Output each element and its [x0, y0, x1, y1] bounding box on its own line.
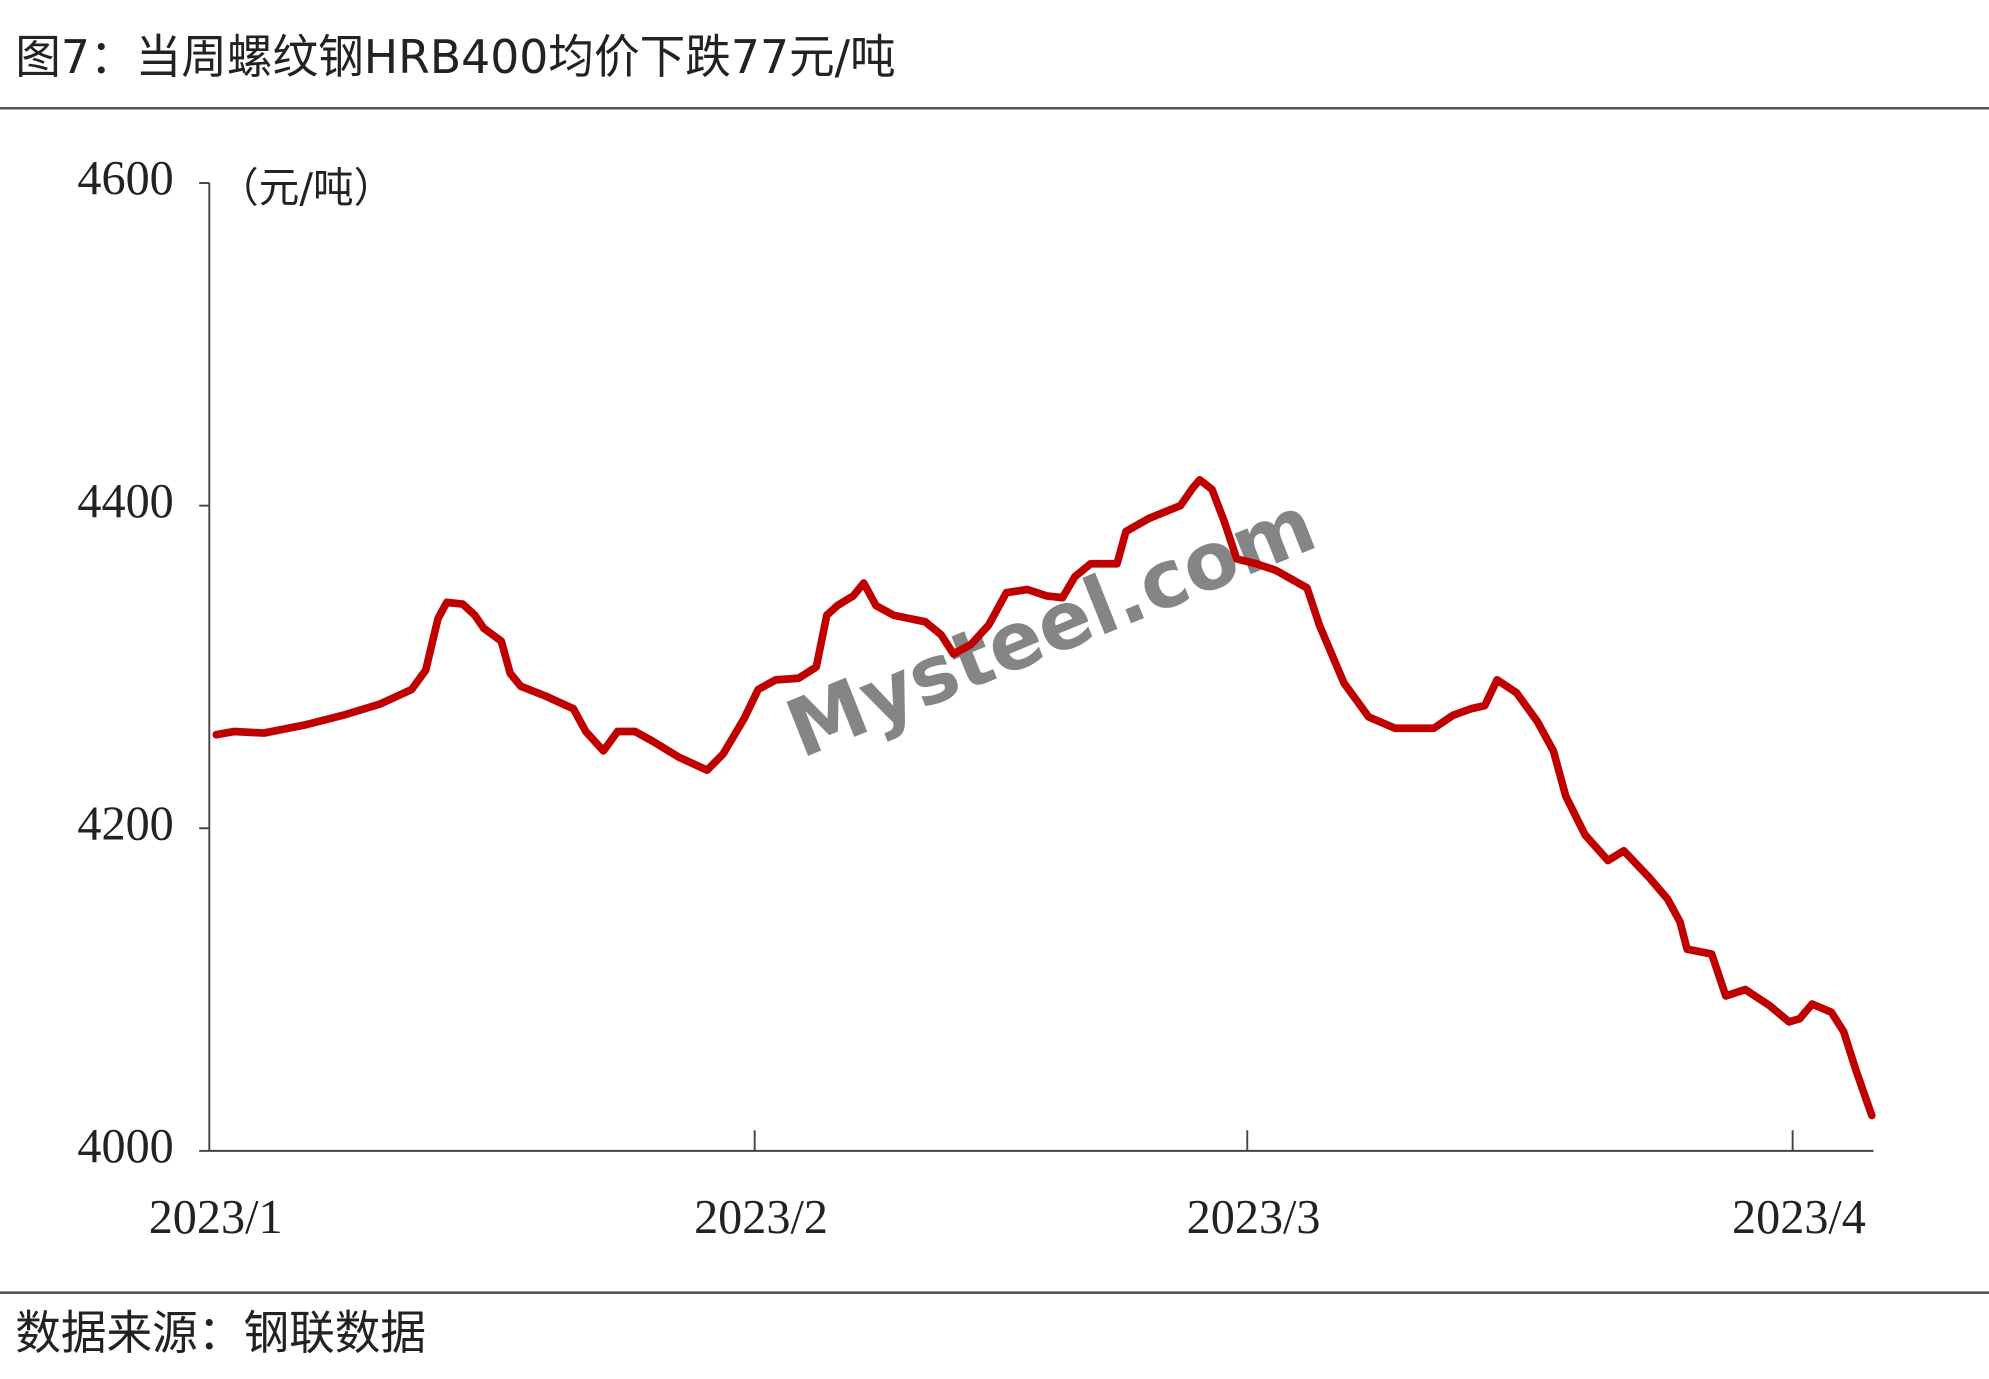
x-tick-label: 2023/1 — [149, 1190, 283, 1244]
y-tick-label: 4200 — [77, 796, 173, 850]
x-tick-label: 2023/2 — [694, 1190, 828, 1244]
y-tick-label: 4400 — [77, 474, 173, 528]
x-tick-label: 2023/3 — [1187, 1190, 1321, 1244]
source-note: 数据来源：钢联数据 — [15, 1306, 426, 1360]
price-line — [212, 475, 1876, 1120]
y-axis-unit: （元/吨） — [218, 164, 394, 212]
y-tick-label: 4600 — [77, 151, 173, 205]
chart-title: 图7：当周螺纹钢HRB400均价下跌77元/吨 — [15, 30, 895, 84]
watermark: Mysteel.com — [774, 476, 1328, 776]
x-tick-label: 2023/4 — [1732, 1190, 1866, 1244]
y-tick-label: 4000 — [77, 1119, 173, 1173]
